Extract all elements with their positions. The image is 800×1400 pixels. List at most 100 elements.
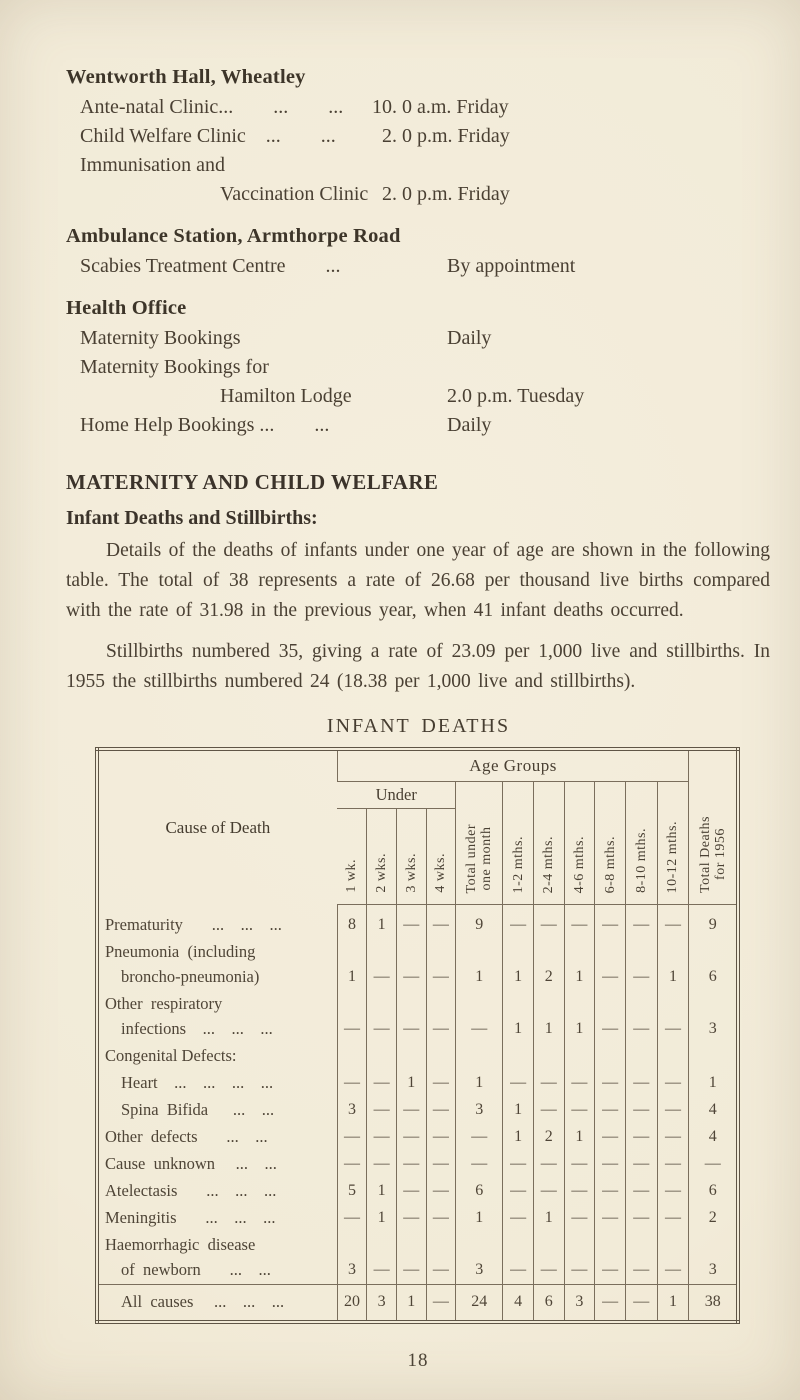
col-head-total-deaths-1956: Total Deaths for 1956: [688, 749, 738, 905]
col-head-1-2-mths: 1-2 mths.: [502, 781, 534, 905]
value-cell: —: [395, 991, 427, 1043]
value-cell: —: [455, 1124, 503, 1151]
value-cell: 6: [688, 1178, 738, 1205]
schedule-entry-time: 2.0 p.m. Tuesday: [447, 385, 585, 407]
value-cell: 1: [502, 1124, 534, 1151]
col-head-1-wk: 1 wk.: [337, 808, 367, 905]
vertical-label: Total Deaths for 1956: [697, 816, 728, 893]
value-cell: —: [425, 1232, 456, 1285]
value-cell: —: [395, 1178, 427, 1205]
schedule-entry-time: Daily: [447, 327, 492, 349]
value-cell: —: [594, 991, 626, 1043]
cause-line: infections ... ... ...: [121, 1019, 273, 1038]
value-cell: —: [563, 1070, 595, 1097]
value-cell: —: [425, 1097, 456, 1124]
schedule-row: Vaccination Clinic 2. 0 p.m. Friday: [66, 180, 770, 209]
schedule-row: Maternity Bookings Daily: [66, 324, 770, 353]
value-cell: —: [656, 1205, 689, 1232]
schedule-entry-label: Vaccination Clinic: [220, 183, 369, 205]
value-cell: 1: [563, 939, 595, 991]
value-cell: —: [624, 1070, 658, 1097]
value-cell: [425, 1043, 456, 1070]
schedule-row: Ante-natal Clinic... ... ... 10. 0 a.m. F…: [66, 93, 770, 122]
value-cell: —: [395, 1124, 427, 1151]
value-cell: —: [425, 1070, 456, 1097]
col-head-4-wks: 4 wks.: [425, 808, 456, 905]
value-cell: —: [336, 991, 367, 1043]
value-cell: —: [532, 904, 565, 939]
table-row: Haemorrhagic disease of newborn ... ... 3—…: [97, 1232, 738, 1285]
table-row: Prematurity ... ... ... 8 1— —9— — — — — —9: [97, 904, 738, 940]
value-cell: —: [656, 904, 689, 939]
value-cell: —: [656, 1178, 689, 1205]
value-cell: —: [624, 1232, 658, 1285]
col-head-8-10-mths: 8-10 mths.: [624, 781, 658, 905]
value-cell: —: [366, 1097, 397, 1124]
cause-cell: Other respiratory infections ... ... ...: [97, 991, 337, 1043]
schedule-section: Wentworth Hall, Wheatley Ante-natal Clini…: [66, 66, 770, 209]
table-row: Cause unknown ... ... — — — — — — — — — — — —: [97, 1151, 738, 1178]
schedule-entry-label: Child Welfare Clinic ... ...: [80, 125, 336, 147]
value-cell: [563, 1043, 595, 1070]
cause-cell: All causes ... ... ...: [97, 1284, 338, 1322]
col-head-3-wks: 3 wks.: [395, 808, 427, 905]
value-cell: 1: [366, 1205, 397, 1232]
value-cell: —: [656, 1124, 689, 1151]
value-cell: —: [425, 904, 456, 939]
value-cell: —: [425, 1151, 456, 1178]
table-row: Other respiratory infections ... ... ... —…: [97, 991, 738, 1043]
value-cell: 24: [455, 1284, 503, 1322]
value-cell: —: [563, 1151, 595, 1178]
cause-line: Atelectasis ... ... ...: [105, 1181, 277, 1200]
value-cell: 2: [532, 939, 565, 991]
value-cell: —: [395, 1151, 427, 1178]
value-cell: 1: [395, 1070, 427, 1097]
value-cell: —: [594, 904, 626, 939]
value-cell: 1: [455, 939, 503, 991]
col-head-6-8-mths: 6-8 mths.: [594, 781, 626, 905]
value-cell: 1: [656, 1284, 689, 1322]
value-cell: —: [395, 1205, 427, 1232]
value-cell: —: [425, 1284, 456, 1322]
schedule-entry-label: Home Help Bookings ... ...: [80, 414, 330, 436]
schedule-section-heading: Health Office: [66, 297, 187, 319]
cause-cell: Heart ... ... ... ...: [97, 1070, 337, 1097]
schedule-entry-time: 2. 0 p.m. Friday: [372, 183, 510, 205]
infant-deaths-table: Cause of Death Age Groups Total Deaths f…: [95, 747, 740, 1324]
schedule-row: Maternity Bookings for: [66, 353, 770, 382]
schedule-section-heading: Ambulance Station, Armthorpe Road: [66, 225, 401, 247]
value-cell: —: [425, 939, 456, 991]
table-row: Meningitis ... ... ... —1— —1—1— — — —2: [97, 1205, 738, 1232]
cause-cell: Meningitis ... ... ...: [97, 1205, 337, 1232]
cause-cell: Prematurity ... ... ...: [97, 905, 337, 940]
value-cell: —: [395, 1097, 427, 1124]
value-cell: [594, 1043, 626, 1070]
vertical-label: Total under one month: [464, 823, 495, 893]
schedule-entry-label: Maternity Bookings: [80, 327, 241, 349]
value-cell: —: [366, 1124, 397, 1151]
cause-line: Haemorrhagic disease: [105, 1235, 256, 1254]
value-cell: —: [594, 1070, 626, 1097]
value-cell: [502, 1043, 534, 1070]
value-cell: 1: [563, 1124, 595, 1151]
value-cell: —: [425, 1178, 456, 1205]
col-head-total-under-one-month: Total under one month: [455, 781, 503, 905]
value-cell: —: [688, 1151, 738, 1178]
value-cell: 9: [455, 904, 503, 939]
table-row: Other defects ... ... — — — — —1 2 1— — —4: [97, 1124, 738, 1151]
maternity-welfare-title: MATERNITY AND CHILD WELFARE: [66, 470, 439, 494]
value-cell: 1: [656, 939, 689, 991]
value-cell: 1: [688, 1070, 738, 1097]
schedule-section-heading: Wentworth Hall, Wheatley: [66, 66, 306, 88]
value-cell: —: [563, 1205, 595, 1232]
value-cell: —: [594, 1124, 626, 1151]
cause-line: Cause unknown ... ...: [105, 1154, 277, 1173]
schedule-entry-time: Daily: [447, 414, 492, 436]
value-cell: —: [502, 1178, 534, 1205]
col-head-2-4-mths: 2-4 mths.: [532, 781, 565, 905]
table-row: Pneumonia (including broncho-pneumonia) 1—…: [97, 939, 738, 991]
cause-cell: Atelectasis ... ... ...: [97, 1178, 337, 1205]
cause-cell: Congenital Defects:: [97, 1043, 337, 1070]
value-cell: 3: [455, 1232, 503, 1285]
value-cell: —: [656, 1151, 689, 1178]
